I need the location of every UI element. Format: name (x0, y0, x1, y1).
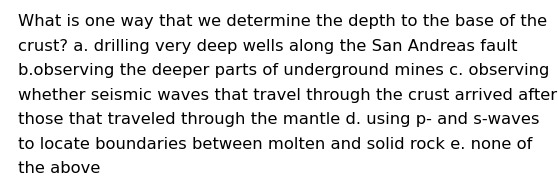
Text: those that traveled through the mantle d. using p- and s-waves: those that traveled through the mantle d… (18, 112, 540, 127)
Text: whether seismic waves that travel through the crust arrived after: whether seismic waves that travel throug… (18, 87, 557, 102)
Text: What is one way that we determine the depth to the base of the: What is one way that we determine the de… (18, 14, 547, 29)
Text: to locate boundaries between molten and solid rock e. none of: to locate boundaries between molten and … (18, 136, 532, 152)
Text: crust? a. drilling very deep wells along the San Andreas fault: crust? a. drilling very deep wells along… (18, 39, 517, 54)
Text: the above: the above (18, 161, 100, 176)
Text: b.observing the deeper parts of underground mines c. observing: b.observing the deeper parts of undergro… (18, 63, 550, 78)
